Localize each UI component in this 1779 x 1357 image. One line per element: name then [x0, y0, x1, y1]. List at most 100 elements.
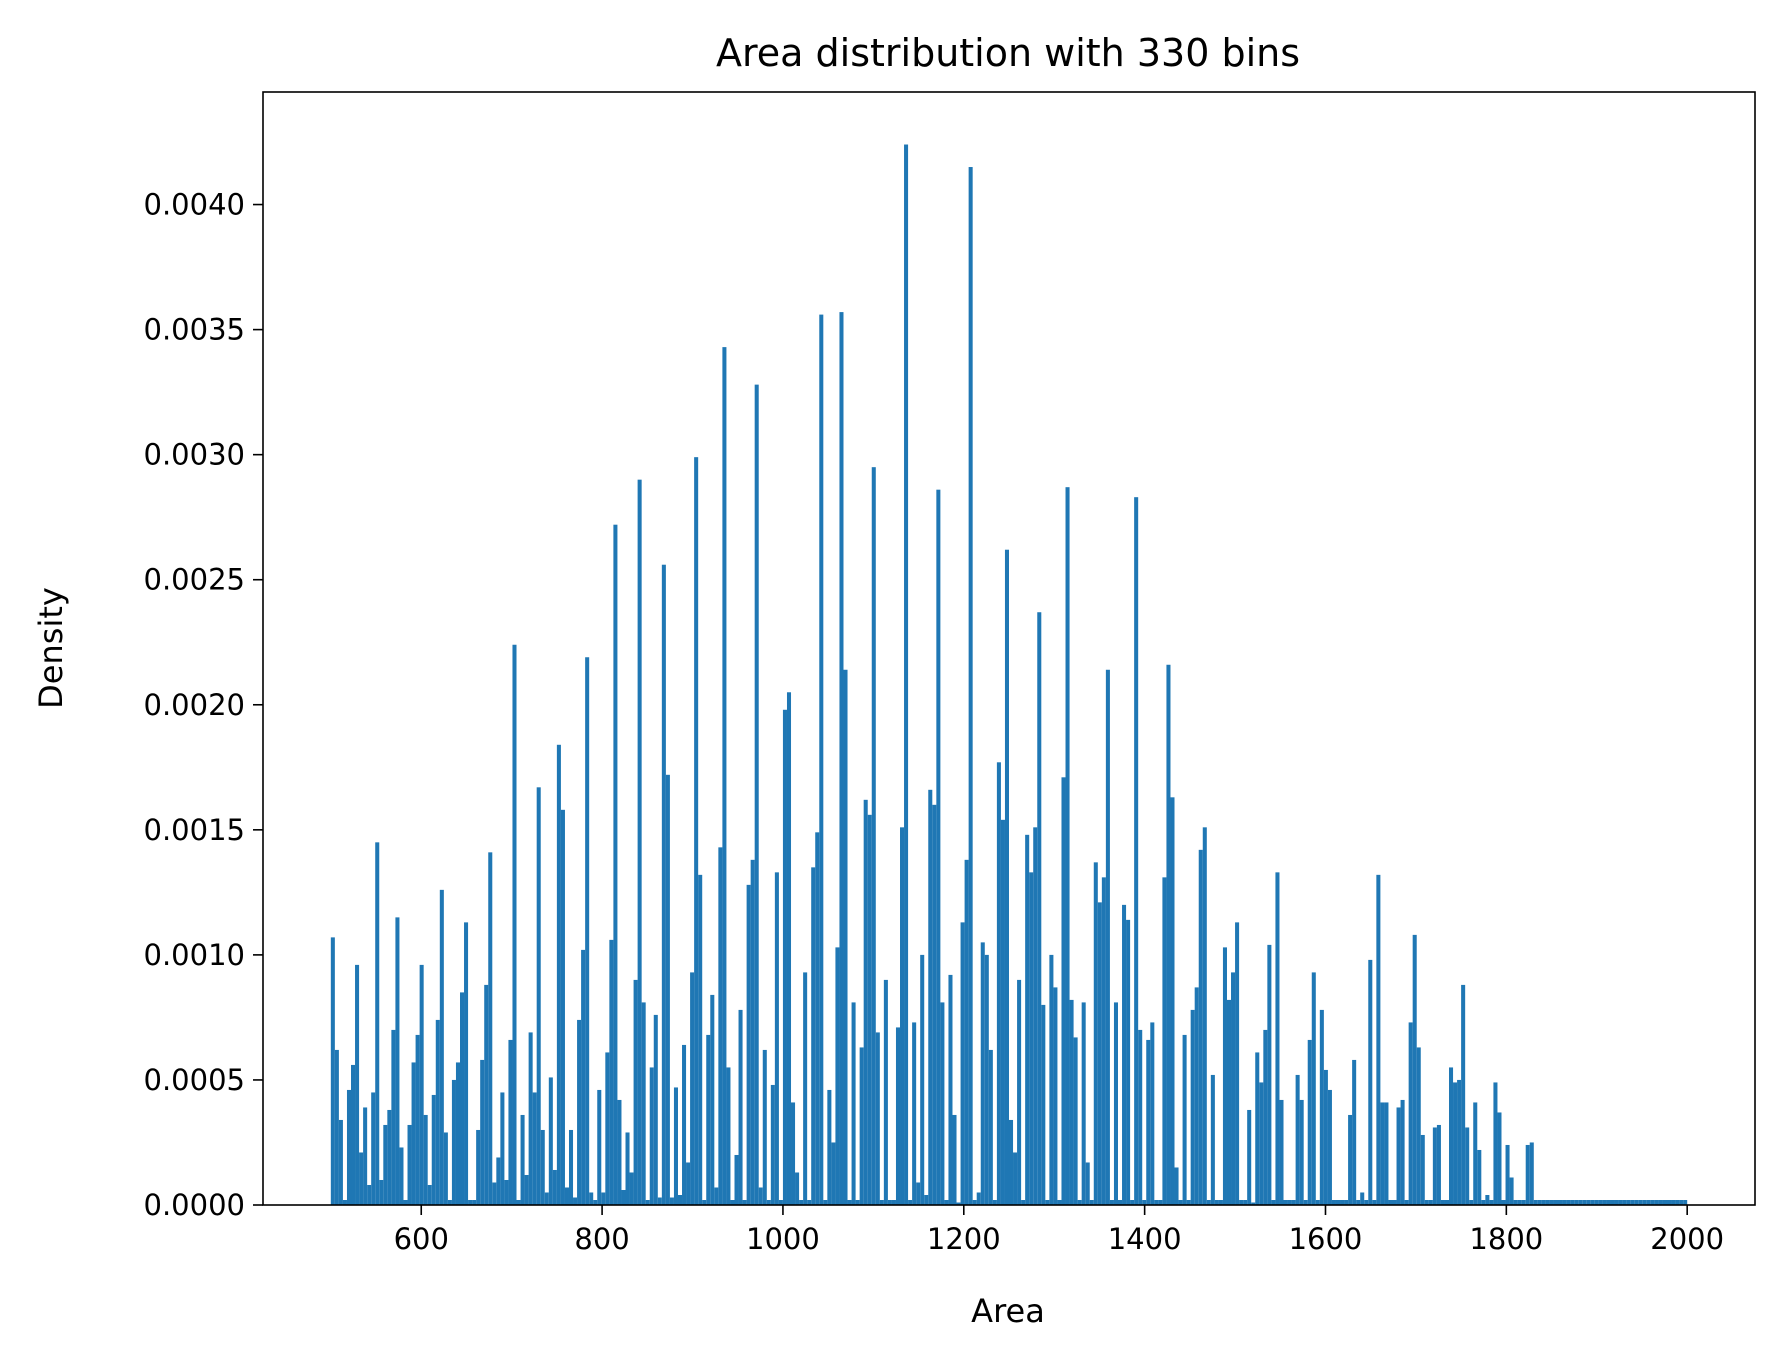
- histogram-bar: [1073, 1037, 1078, 1205]
- histogram-bar: [916, 1182, 921, 1205]
- histogram-bar: [411, 1062, 416, 1205]
- histogram-bar: [653, 1014, 658, 1205]
- x-axis-label: Area: [971, 1292, 1045, 1330]
- histogram-bar: [617, 1099, 622, 1205]
- histogram-bar: [621, 1189, 626, 1205]
- y-axis-ticks: 0.0000 0.0005 0.0010 0.0015 0.0020 0.0025 0.00…: [144, 188, 263, 1222]
- histogram-bar: [1247, 1109, 1252, 1205]
- histogram-bar: [887, 1200, 892, 1205]
- histogram-bar: [1513, 1200, 1518, 1205]
- histogram-bar: [803, 972, 808, 1205]
- histogram-bar: [1130, 1200, 1135, 1205]
- histogram-bar: [552, 1169, 557, 1205]
- histogram-bar: [968, 167, 973, 1205]
- histogram-bar: [605, 1052, 610, 1205]
- histogram-bar: [956, 1202, 961, 1205]
- histogram-bar: [399, 1147, 404, 1205]
- histogram-bar: [1263, 1029, 1268, 1205]
- histogram-bar: [1134, 497, 1139, 1205]
- histogram-bar: [690, 972, 695, 1205]
- histogram-bar: [1558, 1200, 1563, 1205]
- histogram-bar: [1081, 1002, 1086, 1205]
- histogram-bar: [532, 1092, 537, 1205]
- histogram-bar: [1178, 1200, 1183, 1205]
- histogram-bar: [371, 1092, 376, 1205]
- histogram-bar: [1602, 1200, 1607, 1205]
- histogram-bar: [1041, 1004, 1046, 1205]
- histogram-bar: [1117, 1200, 1123, 1205]
- histogram-bar: [1255, 1052, 1260, 1205]
- histogram-bar: [895, 1027, 901, 1205]
- histogram-bar: [573, 1197, 578, 1205]
- histogram-bar: [1348, 1114, 1353, 1205]
- y-tick-label: 0.0020: [144, 688, 245, 722]
- histogram-bar: [1372, 1200, 1377, 1205]
- histogram-bar: [544, 1192, 549, 1205]
- histogram-bar: [645, 1200, 650, 1205]
- histogram-bar: [1679, 1200, 1684, 1205]
- histogram-bar: [419, 964, 424, 1205]
- histogram-bar: [1279, 1099, 1284, 1205]
- histogram-bar: [1122, 904, 1127, 1205]
- histogram-bar: [593, 1200, 598, 1205]
- histogram-bar: [330, 937, 335, 1205]
- histogram-bar: [1021, 1200, 1026, 1205]
- histogram-bar: [1206, 1200, 1211, 1205]
- histogram-bar: [1610, 1200, 1615, 1205]
- histogram-bar: [1598, 1200, 1603, 1205]
- histogram-bar: [891, 1200, 896, 1205]
- histogram-bar: [1634, 1200, 1639, 1205]
- histogram-bar: [500, 1092, 505, 1205]
- histogram-bar: [855, 1200, 860, 1205]
- histogram-bar: [1315, 1200, 1320, 1205]
- histogram-bar: [338, 1119, 343, 1205]
- histogram-bar: [1243, 1200, 1248, 1205]
- histogram-bar: [936, 489, 941, 1205]
- histogram-bar: [1299, 1099, 1304, 1205]
- histogram-bar: [718, 847, 723, 1205]
- histogram-bar: [908, 1200, 913, 1205]
- x-tick-label: 1200: [927, 1222, 1001, 1256]
- histogram-bar: [762, 1049, 767, 1205]
- histogram-bar: [597, 1089, 602, 1205]
- y-tick-label: 0.0035: [144, 313, 245, 347]
- histogram-bar: [1190, 1009, 1195, 1205]
- histogram-bar: [391, 1029, 396, 1205]
- histogram-bar: [1432, 1127, 1437, 1205]
- x-tick-label: 2000: [1650, 1222, 1724, 1256]
- histogram-bar: [932, 804, 937, 1205]
- histogram-bar: [722, 347, 727, 1205]
- histogram-bar: [1340, 1200, 1345, 1205]
- histogram-bar: [1154, 1200, 1159, 1205]
- histogram-bar: [952, 1114, 957, 1205]
- histogram-bar: [1424, 1200, 1429, 1205]
- histogram-bar: [1541, 1200, 1546, 1205]
- histogram-bar: [754, 384, 759, 1205]
- histogram-bar: [912, 1022, 917, 1205]
- histogram-bar: [706, 1034, 711, 1205]
- histogram-bar: [1146, 1039, 1151, 1205]
- histogram-bar: [1089, 1200, 1094, 1205]
- histogram-bar: [1057, 1200, 1062, 1205]
- histogram-bar: [1323, 1069, 1328, 1205]
- histogram-bar: [1457, 1079, 1462, 1205]
- histogram-bar: [649, 1067, 654, 1205]
- histogram-bar: [1331, 1200, 1336, 1205]
- histogram-bar: [1420, 1134, 1425, 1205]
- histogram-bar: [1226, 999, 1232, 1205]
- histogram-bar: [492, 1182, 497, 1205]
- histogram-bar: [1578, 1200, 1583, 1205]
- histogram-bar: [1545, 1200, 1550, 1205]
- histogram-bar: [1259, 1082, 1264, 1205]
- histogram-bar: [1473, 1102, 1478, 1205]
- histogram-bar: [1481, 1200, 1486, 1205]
- histogram-bar: [395, 917, 400, 1205]
- histogram-bar: [1138, 1029, 1143, 1205]
- histogram-bar: [839, 312, 844, 1206]
- histogram-bar: [484, 984, 489, 1205]
- histogram-bar: [1553, 1200, 1559, 1205]
- histogram-bar: [863, 799, 868, 1205]
- histogram-bar: [488, 852, 493, 1205]
- histogram-bar: [924, 1195, 929, 1205]
- histogram-bar: [1638, 1200, 1643, 1205]
